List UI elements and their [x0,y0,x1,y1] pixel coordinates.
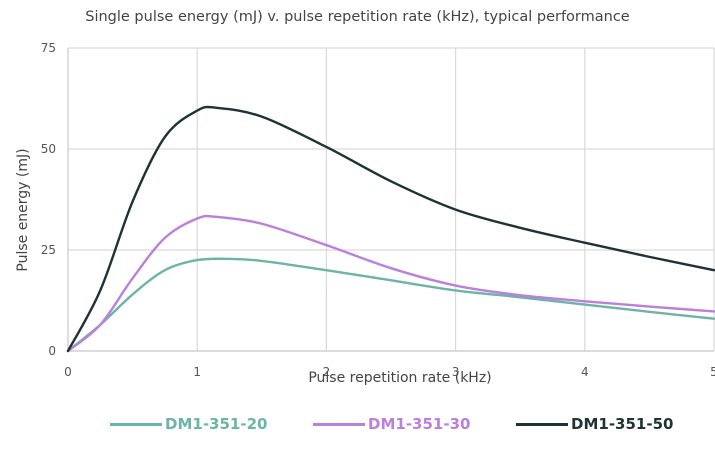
x-tick-label: 0 [64,365,72,379]
series-layer [66,105,715,353]
x-tick-label: 4 [581,365,589,379]
x-tick-label: 5 [710,365,715,379]
series-line-dm1-351-50 [66,105,715,353]
legend-swatch [313,422,365,426]
legend-swatch [516,422,568,426]
y-tick-label: 75 [41,41,56,55]
legend-label: DM1-351-20 [165,415,268,433]
series-line-dm1-351-20 [66,257,715,353]
x-tick-label: 3 [452,365,460,379]
x-tick-label: 2 [323,365,331,379]
x-tick-label: 1 [193,365,201,379]
chart-title: Single pulse energy (mJ) v. pulse repeti… [85,9,630,25]
grid-layer [67,47,715,352]
legend: DM1-351-20 DM1-351-30 DM1-351-50 [0,412,715,436]
legend-swatch [110,422,162,426]
legend-label: DM1-351-30 [368,415,471,433]
legend-label: DM1-351-50 [571,415,674,433]
y-tick-label: 0 [48,344,56,358]
legend-item-dm1-351-30: DM1-351-30 [313,412,470,436]
y-tick-label: 25 [41,243,56,257]
y-axis-label: Pulse energy (mJ) [15,148,31,271]
x-axis-label: Pulse repetition rate (kHz) [308,370,491,386]
series-line-dm1-351-30 [66,214,715,353]
y-tick-label: 50 [41,142,56,156]
legend-item-dm1-351-50: DM1-351-50 [516,412,673,436]
legend-item-dm1-351-20: DM1-351-20 [110,412,267,436]
